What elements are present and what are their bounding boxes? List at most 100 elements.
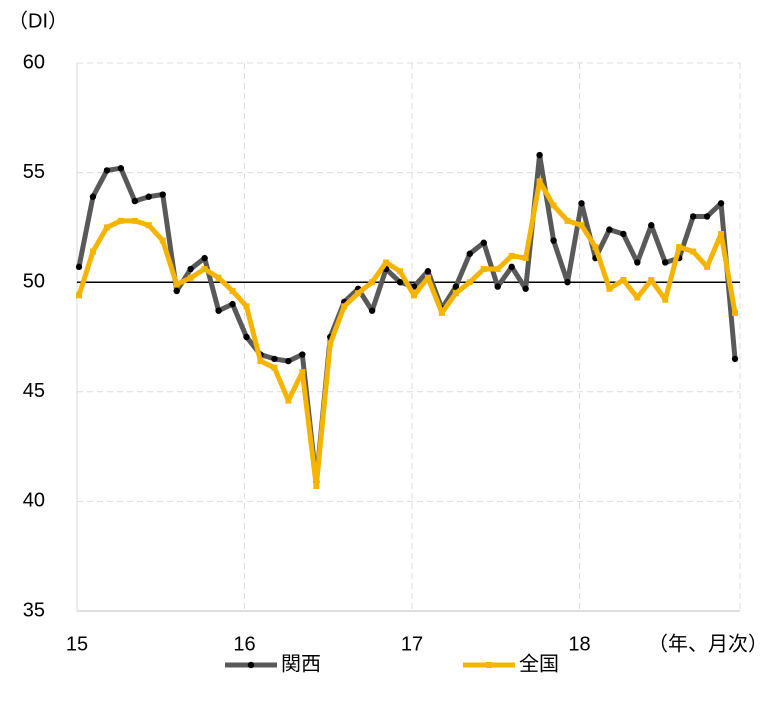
data-point xyxy=(564,279,571,286)
y-tick-label: 40 xyxy=(23,490,45,512)
legend-marker xyxy=(486,662,492,668)
data-point xyxy=(634,259,641,266)
data-point xyxy=(201,266,208,273)
x-tick-label: 18 xyxy=(568,633,590,655)
data-point xyxy=(550,202,557,209)
data-point xyxy=(494,283,501,290)
data-point xyxy=(592,244,599,251)
data-point xyxy=(313,483,320,490)
data-point xyxy=(187,274,194,281)
y-tick-label: 50 xyxy=(23,270,45,292)
data-point xyxy=(438,309,445,316)
data-point xyxy=(103,224,110,231)
data-point xyxy=(215,274,222,281)
data-point xyxy=(410,292,417,299)
data-point xyxy=(117,217,124,224)
data-point xyxy=(201,254,208,262)
data-point xyxy=(285,357,292,365)
data-point xyxy=(718,230,725,237)
data-point xyxy=(75,263,83,271)
data-point xyxy=(662,296,669,303)
data-point xyxy=(243,303,250,310)
data-point xyxy=(522,255,529,262)
data-point xyxy=(703,213,711,220)
series-line xyxy=(76,152,738,485)
data-point xyxy=(271,355,278,363)
data-point xyxy=(578,222,585,229)
data-point xyxy=(466,279,473,286)
data-point xyxy=(173,281,180,288)
data-point xyxy=(173,287,180,295)
data-point xyxy=(536,151,543,159)
y-tick-label: 45 xyxy=(23,380,45,402)
data-point xyxy=(243,333,250,341)
data-point xyxy=(229,300,236,308)
data-point xyxy=(299,369,306,376)
data-point xyxy=(368,307,376,314)
y-axis-label: （DI） xyxy=(8,9,68,32)
y-tick-label: 60 xyxy=(23,51,45,73)
data-point xyxy=(480,239,487,246)
data-point xyxy=(508,252,515,259)
data-point xyxy=(676,244,683,251)
data-point xyxy=(285,397,292,404)
data-point xyxy=(383,259,390,266)
data-point xyxy=(89,193,97,200)
data-point xyxy=(257,358,264,365)
data-point xyxy=(229,287,236,294)
data-point xyxy=(452,283,460,290)
data-point xyxy=(704,263,711,270)
data-point xyxy=(424,274,431,281)
data-point xyxy=(131,217,138,224)
data-point xyxy=(690,248,697,255)
data-point xyxy=(299,351,306,358)
data-point xyxy=(578,200,585,207)
data-point xyxy=(634,294,641,301)
data-point xyxy=(606,226,613,233)
data-point xyxy=(662,259,669,266)
data-point xyxy=(550,237,557,244)
x-tick-label: 17 xyxy=(401,633,423,655)
data-point xyxy=(369,279,376,286)
data-point xyxy=(215,307,222,314)
data-point xyxy=(131,197,139,205)
data-point xyxy=(452,290,459,297)
data-point xyxy=(159,191,166,198)
legend-label: 全国 xyxy=(519,652,559,675)
data-point xyxy=(396,279,404,286)
data-point xyxy=(341,303,348,310)
data-point xyxy=(327,340,334,347)
data-point xyxy=(689,213,697,220)
data-point xyxy=(271,364,278,371)
data-point xyxy=(145,222,152,229)
data-point xyxy=(494,266,501,273)
data-point xyxy=(159,237,166,244)
y-tick-label: 55 xyxy=(23,161,45,183)
data-point xyxy=(89,248,96,255)
data-point xyxy=(466,250,474,257)
data-point xyxy=(620,230,627,238)
x-axis-label: （年、月次） xyxy=(648,632,768,655)
x-tick-label: 16 xyxy=(233,633,255,655)
data-point xyxy=(480,266,487,273)
data-point xyxy=(103,167,111,174)
data-point xyxy=(620,277,627,284)
legend-marker xyxy=(247,661,255,669)
data-point xyxy=(117,165,125,172)
legend-label: 関西 xyxy=(281,653,321,675)
data-point xyxy=(508,263,515,271)
data-point xyxy=(717,200,725,207)
data-point xyxy=(145,193,152,200)
data-point xyxy=(648,222,655,229)
y-tick-label: 35 xyxy=(23,599,45,621)
data-point xyxy=(606,285,613,292)
data-point xyxy=(522,285,529,292)
data-point xyxy=(731,355,739,363)
data-point xyxy=(187,265,194,273)
data-point xyxy=(76,292,82,299)
data-point xyxy=(732,309,739,316)
data-point xyxy=(424,268,432,275)
data-point xyxy=(564,217,571,224)
series-line xyxy=(76,178,738,489)
